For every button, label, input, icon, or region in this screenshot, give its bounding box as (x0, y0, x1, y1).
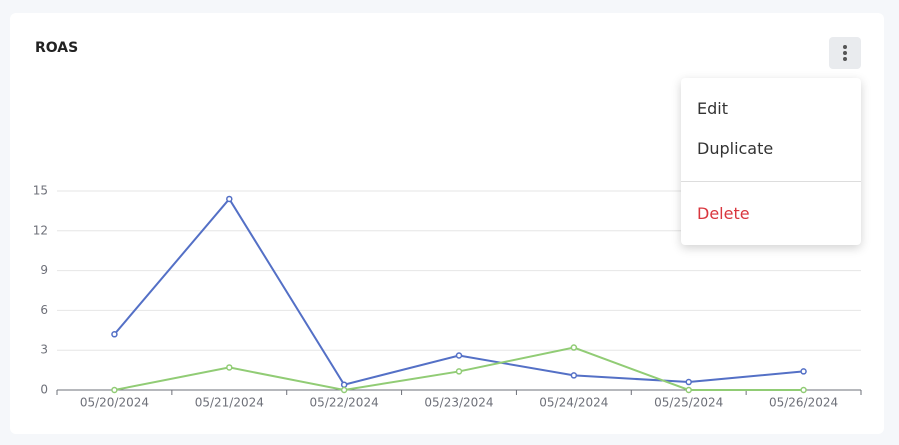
point (570, 344, 578, 351)
point (800, 368, 807, 375)
y-tick-label: 9 (40, 263, 48, 277)
menu-item-delete[interactable]: Delete (697, 204, 750, 223)
point (340, 386, 348, 394)
point (455, 368, 463, 375)
card-title: ROAS (35, 40, 79, 56)
divider (681, 181, 861, 182)
y-tick-label: 6 (40, 303, 48, 317)
point (111, 386, 118, 394)
y-tick-label: 0 (40, 383, 48, 397)
x-tick-label: 05/24/2024 (539, 396, 608, 410)
point (111, 331, 118, 338)
point (685, 386, 692, 394)
point (800, 386, 807, 394)
menu-item[interactable]: Edit (697, 99, 728, 118)
point (226, 364, 233, 371)
point (226, 195, 233, 203)
y-tick-label: 3 (40, 343, 48, 357)
y-tick-label: 12 (33, 223, 48, 237)
point (570, 372, 578, 379)
point (455, 352, 463, 359)
x-tick-label: 05/22/2024 (310, 396, 379, 410)
x-tick-label: 05/26/2024 (769, 396, 838, 410)
dropdown-menu: Edit Duplicate Delete (681, 78, 861, 245)
menu-item[interactable]: Duplicate (697, 139, 774, 158)
x-tick-label: 05/25/2024 (654, 396, 723, 410)
x-tick-label: 05/20/2024 (80, 396, 149, 410)
x-tick-label: 05/21/2024 (195, 396, 264, 410)
point (685, 378, 692, 386)
more-button[interactable] (829, 37, 861, 69)
x-tick-label: 05/23/2024 (424, 396, 493, 410)
y-tick-label: 15 (33, 184, 48, 198)
point (340, 381, 348, 388)
